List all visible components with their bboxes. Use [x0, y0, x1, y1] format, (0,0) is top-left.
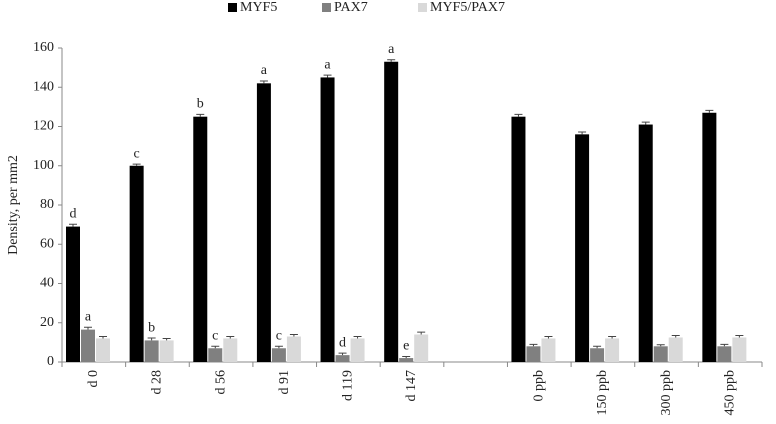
error-bar — [641, 121, 650, 125]
significance-letter: d — [70, 206, 77, 221]
x-tick-label: d 147 — [404, 370, 419, 402]
error-bar — [196, 113, 205, 117]
x-tick-label: 450 ppb — [722, 370, 737, 416]
y-tick-label: 120 — [33, 119, 54, 134]
x-tick-label: d 91 — [277, 370, 292, 395]
bar — [335, 355, 350, 362]
error-bar — [274, 345, 283, 349]
bar — [159, 340, 174, 362]
error-bar — [132, 163, 141, 166]
error-bar — [656, 344, 665, 347]
legend-swatch — [322, 3, 331, 12]
bar — [511, 116, 526, 362]
x-tick-label: d 28 — [150, 370, 165, 395]
y-tick-label: 160 — [33, 40, 54, 55]
error-bar — [735, 335, 744, 338]
significance-letter: a — [388, 42, 395, 57]
bar — [384, 61, 399, 363]
error-bar — [529, 343, 538, 347]
legend-label: MYF5/PAX7 — [430, 0, 505, 15]
significance-letter: b — [197, 97, 204, 112]
error-bar — [147, 337, 156, 341]
error-bar — [417, 331, 426, 335]
y-tick-label: 60 — [40, 236, 54, 251]
error-bar — [720, 343, 729, 347]
error-bar — [259, 80, 268, 84]
error-bar — [593, 345, 602, 349]
bar — [256, 83, 271, 362]
bar — [223, 338, 238, 362]
significance-letter: e — [403, 339, 409, 354]
error-bar — [544, 335, 553, 339]
bar — [590, 348, 605, 362]
y-tick-label: 140 — [33, 79, 54, 94]
error-bar — [289, 334, 298, 337]
error-bar — [323, 74, 332, 78]
bar — [320, 77, 335, 362]
error-bar — [69, 223, 77, 227]
y-axis-label: Density, per mm2 — [6, 155, 21, 255]
error-bar — [402, 356, 411, 359]
x-tick-label: 0 ppb — [531, 370, 546, 402]
significance-letter: b — [148, 320, 155, 335]
bar — [350, 338, 365, 362]
error-bar — [162, 337, 171, 341]
error-bar — [338, 352, 347, 356]
error-bar — [211, 345, 220, 349]
x-tick-label: d 56 — [213, 370, 228, 395]
bar — [193, 116, 208, 362]
legend-label: MYF5 — [240, 0, 277, 15]
error-bar — [608, 335, 617, 339]
bar — [66, 226, 80, 362]
bar — [702, 112, 717, 362]
legend-swatch — [418, 3, 427, 12]
y-tick-label: 100 — [33, 158, 54, 173]
significance-letter: d — [339, 335, 346, 350]
bar — [526, 346, 541, 362]
significance-letter: a — [324, 57, 331, 72]
error-bar — [84, 326, 92, 330]
legend-swatch — [228, 3, 237, 12]
x-tick-label: 150 ppb — [595, 370, 610, 416]
bar — [129, 165, 144, 362]
x-tick-label: d 0 — [86, 370, 101, 388]
error-bar — [671, 335, 680, 338]
error-bar — [99, 335, 107, 339]
error-bar — [705, 109, 714, 113]
bar — [541, 338, 556, 362]
error-bar — [514, 113, 523, 117]
bar — [414, 334, 429, 362]
bar — [638, 124, 653, 362]
y-tick-label: 40 — [40, 276, 54, 291]
y-tick-label: 0 — [47, 354, 54, 369]
error-bar — [353, 335, 362, 339]
bar — [717, 346, 732, 362]
significance-letter: c — [212, 329, 218, 344]
bar — [732, 337, 747, 362]
y-tick-label: 80 — [40, 197, 54, 212]
x-tick-label: 300 ppb — [659, 370, 674, 416]
bar — [144, 340, 159, 362]
bar — [208, 348, 223, 362]
bar — [81, 329, 95, 362]
bar — [286, 336, 301, 362]
bar — [605, 338, 620, 362]
x-tick-label: d 119 — [341, 370, 356, 401]
y-tick-label: 20 — [40, 315, 54, 330]
significance-letter: c — [134, 146, 140, 161]
error-bar — [226, 335, 235, 339]
error-bar — [387, 59, 396, 62]
bar — [653, 346, 668, 362]
bar — [96, 338, 110, 362]
significance-letter: a — [261, 63, 268, 78]
bar — [271, 348, 286, 362]
significance-letter: c — [276, 329, 282, 344]
bar — [399, 358, 414, 362]
error-bar — [578, 131, 587, 135]
legend-label: PAX7 — [334, 0, 368, 15]
bar — [575, 134, 590, 362]
bar — [668, 337, 683, 362]
significance-letter: a — [85, 309, 92, 324]
